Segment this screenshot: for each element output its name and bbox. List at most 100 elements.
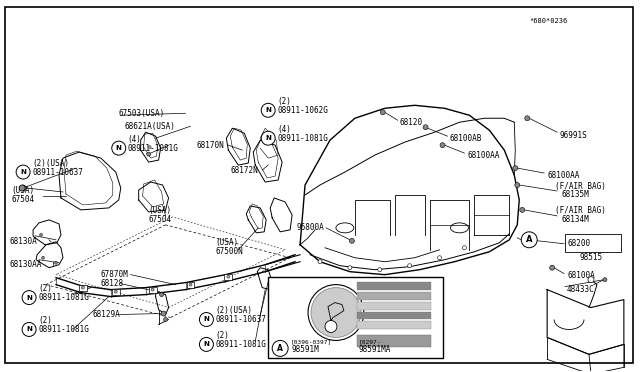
Text: 96800A: 96800A xyxy=(296,223,324,232)
Text: 67503(USA): 67503(USA) xyxy=(119,109,165,118)
Circle shape xyxy=(200,337,213,352)
Bar xyxy=(225,274,232,280)
Circle shape xyxy=(378,268,382,272)
Text: (2)(USA): (2)(USA) xyxy=(32,158,69,167)
Text: 68135M: 68135M xyxy=(561,190,589,199)
Text: [0396-0397]: [0396-0397] xyxy=(291,339,332,344)
Text: 08911-1081G: 08911-1081G xyxy=(38,325,89,334)
Circle shape xyxy=(325,321,337,333)
Text: (2): (2) xyxy=(38,316,52,325)
Text: (2): (2) xyxy=(38,284,52,293)
Circle shape xyxy=(200,312,213,327)
Circle shape xyxy=(112,141,125,155)
Circle shape xyxy=(311,288,361,337)
Circle shape xyxy=(148,146,151,149)
Circle shape xyxy=(423,125,428,130)
Text: 67870M: 67870M xyxy=(101,270,129,279)
Text: 98591M: 98591M xyxy=(291,345,319,355)
Text: N: N xyxy=(26,327,32,333)
Circle shape xyxy=(318,260,322,264)
Circle shape xyxy=(588,277,594,283)
Text: 96991S: 96991S xyxy=(559,131,587,140)
Text: 68100A: 68100A xyxy=(567,271,595,280)
Text: (USA): (USA) xyxy=(11,186,35,195)
Circle shape xyxy=(164,318,168,321)
Circle shape xyxy=(308,285,364,340)
Text: 08911-1081G: 08911-1081G xyxy=(277,134,328,143)
Text: (2)(USA): (2)(USA) xyxy=(216,306,252,315)
Text: [0297-: [0297- xyxy=(359,339,381,344)
Text: 68170N: 68170N xyxy=(196,141,224,150)
Circle shape xyxy=(81,286,84,289)
Text: N: N xyxy=(265,107,271,113)
Text: 68130A: 68130A xyxy=(9,237,37,246)
Bar xyxy=(357,292,431,299)
Text: (2): (2) xyxy=(216,331,229,340)
Circle shape xyxy=(22,323,36,336)
Circle shape xyxy=(261,131,275,145)
Text: 08911-1062G: 08911-1062G xyxy=(277,106,328,115)
Circle shape xyxy=(42,256,45,259)
Text: (4): (4) xyxy=(277,125,291,134)
Circle shape xyxy=(349,238,355,243)
Text: N: N xyxy=(26,295,32,301)
Circle shape xyxy=(520,208,525,212)
Bar xyxy=(565,234,621,252)
Circle shape xyxy=(159,293,164,296)
Bar xyxy=(357,336,431,347)
Text: (USA): (USA) xyxy=(216,238,239,247)
Circle shape xyxy=(440,143,445,148)
Text: 08911-1081G: 08911-1081G xyxy=(128,144,179,153)
Circle shape xyxy=(521,232,537,248)
Bar xyxy=(112,289,120,295)
Circle shape xyxy=(515,183,520,187)
Text: 98591MA: 98591MA xyxy=(359,345,391,355)
Circle shape xyxy=(380,110,385,115)
Text: 68128: 68128 xyxy=(101,279,124,288)
Text: 68129A: 68129A xyxy=(93,310,120,319)
Text: N: N xyxy=(20,169,26,175)
Circle shape xyxy=(16,165,30,179)
Text: 68130AA: 68130AA xyxy=(9,260,42,269)
Bar xyxy=(79,285,87,291)
Bar xyxy=(148,286,157,293)
Circle shape xyxy=(272,340,288,356)
Text: 08911-1081G: 08911-1081G xyxy=(38,293,89,302)
Circle shape xyxy=(115,290,117,293)
Text: N: N xyxy=(265,135,271,141)
Circle shape xyxy=(227,275,230,278)
Circle shape xyxy=(22,291,36,305)
Circle shape xyxy=(20,185,26,191)
Circle shape xyxy=(261,103,275,117)
Text: (F/AIR BAG): (F/AIR BAG) xyxy=(555,182,606,190)
Text: (2): (2) xyxy=(277,97,291,106)
Circle shape xyxy=(161,311,166,316)
Text: (USA): (USA) xyxy=(148,206,172,215)
Text: 68120: 68120 xyxy=(400,118,423,127)
Circle shape xyxy=(550,265,555,270)
Text: 68134M: 68134M xyxy=(561,215,589,224)
Bar xyxy=(268,277,442,358)
Text: 68100AA: 68100AA xyxy=(547,170,580,180)
Text: 68100AA: 68100AA xyxy=(467,151,500,160)
Bar xyxy=(357,302,431,310)
Circle shape xyxy=(513,166,518,170)
Circle shape xyxy=(54,261,58,264)
Circle shape xyxy=(189,283,192,286)
Text: 08911-10637: 08911-10637 xyxy=(32,167,83,177)
Text: 67500N: 67500N xyxy=(216,247,243,256)
Bar xyxy=(357,282,431,290)
Text: N: N xyxy=(204,341,209,347)
Text: 98515: 98515 xyxy=(579,253,602,262)
Text: 08911-1081G: 08911-1081G xyxy=(216,340,266,349)
Circle shape xyxy=(408,264,412,268)
Circle shape xyxy=(463,246,467,250)
Text: 68100AB: 68100AB xyxy=(449,134,482,143)
Text: 67504: 67504 xyxy=(11,195,35,205)
Text: 68200: 68200 xyxy=(567,239,590,248)
Circle shape xyxy=(603,278,607,282)
Circle shape xyxy=(438,256,442,260)
Text: 68172N: 68172N xyxy=(230,166,258,174)
Bar xyxy=(186,282,195,288)
Bar xyxy=(357,321,431,330)
